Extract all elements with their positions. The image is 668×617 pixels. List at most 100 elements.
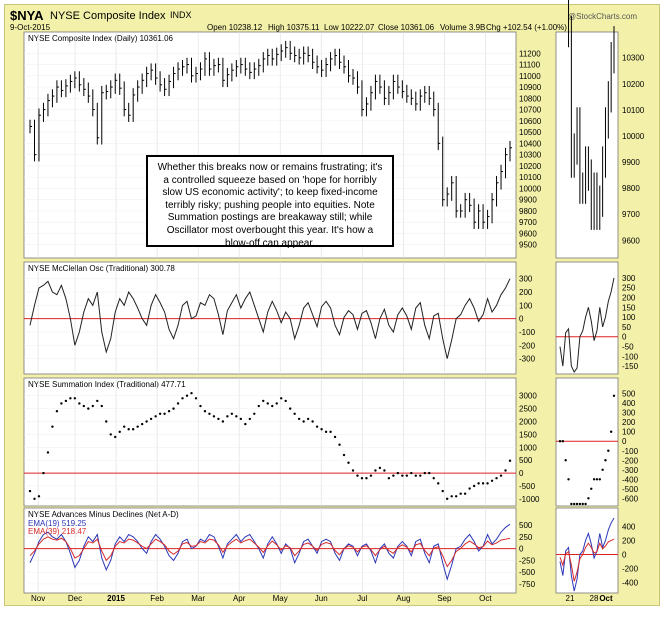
ytick-0-14: 10900 xyxy=(519,83,542,92)
sum-point-104 xyxy=(495,477,498,480)
zoom-ytick-3-4: 400 xyxy=(622,522,636,531)
zoom-ytick-2-9: 300 xyxy=(622,409,636,418)
ytick-0-3: 9800 xyxy=(519,207,537,216)
sum-point-86 xyxy=(414,474,417,477)
header-name: NYSE Composite Index xyxy=(50,10,166,22)
zoom-ytick-0-4: 10000 xyxy=(622,132,645,141)
sum-point-38 xyxy=(199,404,202,408)
zoom-ytick-2-5: -100 xyxy=(622,447,639,456)
sum-point-27 xyxy=(149,417,153,421)
sum-point-40 xyxy=(208,412,211,415)
xtick-month-0: Nov xyxy=(31,594,45,603)
sum-point-92 xyxy=(441,489,444,493)
ytick-0-17: 11200 xyxy=(519,49,541,58)
xtick-month-3: Feb xyxy=(150,594,164,603)
panel-label-1: NYSE McClellan Osc (Traditional) 300.78 xyxy=(28,264,175,273)
ytick-1-0: -300 xyxy=(519,355,536,364)
ytick-0-15: 11000 xyxy=(519,72,541,81)
sum-point-95 xyxy=(454,495,458,498)
sum-point-9 xyxy=(69,397,72,400)
zoom-ytick-1-4: 50 xyxy=(622,323,631,332)
header-low: Low 10222.07 xyxy=(324,23,375,32)
zoom-ytick-1-1: -100 xyxy=(622,352,639,361)
header-close: Close 10361.06 xyxy=(378,23,435,32)
panel-zoom-3 xyxy=(555,507,619,594)
sum-point-76 xyxy=(369,474,373,477)
zoom-ytick-1-9: 300 xyxy=(622,274,636,283)
panel-zoom-1 xyxy=(555,261,619,375)
ytick-2-6: 2000 xyxy=(519,418,537,427)
ad-series-line-0 xyxy=(29,523,511,581)
sum-point-0 xyxy=(28,489,32,493)
sum-point-31 xyxy=(167,410,171,413)
zoom-ytick-1-2: -50 xyxy=(622,343,634,352)
sum-point-2 xyxy=(37,495,41,498)
sum-point-97 xyxy=(463,492,467,495)
zoom-ytick-2-2: -400 xyxy=(622,475,639,484)
header-date: 9-Oct-2015 xyxy=(10,23,51,32)
sum-point-33 xyxy=(176,402,180,405)
ytick-0-6: 10100 xyxy=(519,173,542,182)
sum-point-82 xyxy=(396,471,400,475)
sum-point-77 xyxy=(374,469,377,472)
sum-point-22 xyxy=(127,428,130,431)
sum-point-3 xyxy=(42,471,45,475)
sum-point-35 xyxy=(185,394,189,397)
sum-point-78 xyxy=(378,466,382,470)
sum-point-50 xyxy=(253,412,256,415)
header-volume: Volume 3.9B xyxy=(440,23,486,32)
xtick-month-8: Jul xyxy=(357,594,367,603)
sum-point-48 xyxy=(244,422,247,426)
ytick-2-1: -500 xyxy=(519,482,536,491)
zoom-ytick-1-8: 250 xyxy=(622,284,636,293)
sum-point-103 xyxy=(490,479,494,482)
sum-point-58 xyxy=(288,407,292,410)
sum-point-18 xyxy=(109,433,112,436)
ytick-3-2: -250 xyxy=(519,556,536,565)
sum-point-41 xyxy=(212,415,216,418)
panel-main-3 xyxy=(23,507,517,594)
sum-point-62 xyxy=(306,417,310,421)
ytick-0-8: 10300 xyxy=(519,151,542,160)
sum-point-7 xyxy=(60,402,63,405)
zoom-sum-point-19 xyxy=(612,394,616,397)
panel-main-1 xyxy=(23,261,517,375)
zoom-ytick-1-7: 200 xyxy=(622,293,636,302)
ytick-3-3: 0 xyxy=(519,545,524,554)
zoom-ytick-1-6: 150 xyxy=(622,303,636,312)
zoom-sum-point-12 xyxy=(592,478,596,481)
zoom-sum-point-10 xyxy=(587,497,590,500)
sum-point-52 xyxy=(262,399,265,403)
xtick-month-11: Oct xyxy=(479,594,492,603)
ad-series-line-1 xyxy=(29,536,511,568)
xtick-month-2: 2015 xyxy=(107,594,125,603)
zoom-sum-point-5 xyxy=(573,502,576,506)
xtick-month-4: Mar xyxy=(191,594,205,603)
zoom-ytick-0-0: 9600 xyxy=(622,236,640,245)
sum-point-101 xyxy=(481,482,485,485)
sum-point-10 xyxy=(73,397,77,400)
sum-point-61 xyxy=(302,420,305,423)
sum-point-100 xyxy=(477,482,480,485)
ytick-2-3: 500 xyxy=(519,456,533,465)
xtick-month-9: Aug xyxy=(396,594,410,603)
zoom-ytick-2-11: 500 xyxy=(622,390,636,399)
sum-point-84 xyxy=(405,474,409,477)
panel-zoom-0 xyxy=(555,31,619,259)
zoom-ytick-1-5: 100 xyxy=(622,313,636,322)
sum-point-102 xyxy=(486,482,489,485)
sum-point-47 xyxy=(239,417,243,421)
sum-point-99 xyxy=(472,484,476,488)
ytick-0-2: 9700 xyxy=(519,218,537,227)
sum-point-39 xyxy=(203,410,207,413)
zoom-ytick-2-3: -300 xyxy=(622,466,639,475)
annotation-box: Whether this breaks now or remains frust… xyxy=(146,155,394,249)
zoom-ytick-0-7: 10300 xyxy=(622,54,645,63)
zoom-ytick-2-1: -500 xyxy=(622,485,639,494)
sum-point-53 xyxy=(266,402,269,405)
ytick-3-4: 250 xyxy=(519,533,533,542)
ytick-1-4: 100 xyxy=(519,301,533,310)
zoom-ytick-2-6: 0 xyxy=(622,437,627,446)
sum-point-24 xyxy=(136,425,139,428)
ytick-0-7: 10200 xyxy=(519,162,542,171)
